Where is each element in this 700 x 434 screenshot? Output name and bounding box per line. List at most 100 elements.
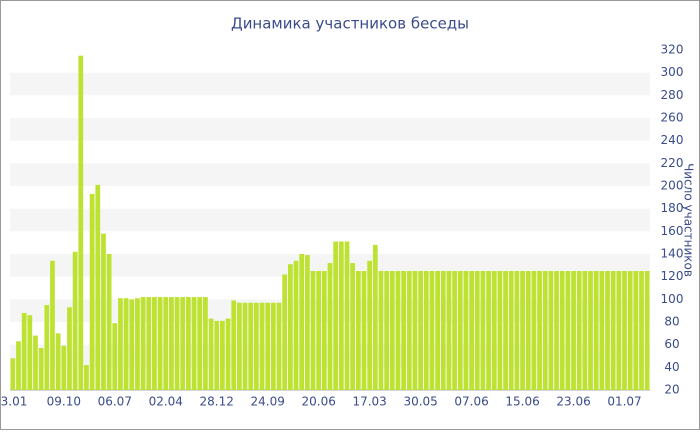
bar [389, 271, 395, 390]
x-tick-label: 20.06 [301, 395, 335, 409]
bar [174, 297, 180, 390]
grid-band [10, 208, 650, 232]
bar [101, 233, 106, 390]
bar [214, 320, 220, 390]
x-tick-label: 28.12 [200, 395, 234, 409]
bar [38, 348, 44, 390]
y-tick-label: 220 [661, 156, 684, 170]
bar [112, 323, 118, 390]
bar [384, 271, 390, 390]
bar [146, 297, 152, 390]
bar [423, 271, 429, 390]
y-tick-label: 20 [664, 383, 679, 397]
bar [248, 302, 254, 390]
bar [89, 193, 95, 390]
bar [554, 271, 559, 390]
bar [67, 307, 72, 390]
bar [480, 271, 486, 390]
bar [203, 297, 208, 390]
bar [78, 55, 84, 391]
bar [559, 271, 565, 390]
bar [491, 271, 497, 390]
bar [429, 271, 435, 390]
bar [276, 302, 282, 390]
bar [208, 318, 214, 390]
bar [639, 271, 644, 390]
y-tick-label: 260 [661, 111, 684, 125]
y-tick-label: 100 [661, 292, 684, 306]
bar [321, 271, 327, 390]
bar [542, 271, 548, 390]
y-axis-label: Число участников [682, 163, 696, 277]
bar [627, 271, 633, 390]
bar [50, 260, 55, 390]
bar [27, 315, 33, 390]
bar [361, 271, 367, 390]
bar [486, 271, 491, 390]
bar [299, 254, 305, 390]
x-tick-label: 3.01 [1, 395, 28, 409]
bar [622, 271, 627, 390]
bar [412, 271, 418, 390]
bar [304, 255, 310, 390]
bar [401, 271, 407, 390]
bar [605, 271, 610, 390]
bar [588, 271, 593, 390]
bar [418, 271, 423, 390]
y-tick-label: 200 [661, 179, 684, 193]
bar [316, 271, 322, 390]
x-tick-label: 23.06 [556, 395, 590, 409]
bar [633, 271, 639, 390]
bar [84, 365, 89, 390]
bar [197, 297, 203, 390]
bar [503, 271, 508, 390]
bar [576, 271, 582, 390]
bar [225, 318, 231, 390]
bar [33, 335, 38, 390]
bar [406, 271, 412, 390]
bar [95, 184, 101, 390]
bar [497, 271, 503, 390]
grid-band [10, 118, 650, 141]
y-tick-label: 300 [661, 65, 684, 79]
y-tick-label: 240 [661, 133, 684, 147]
bar [242, 302, 248, 390]
bar [333, 241, 339, 390]
bar [265, 302, 271, 390]
y-tick-label: 180 [661, 201, 684, 215]
bar [163, 297, 169, 390]
bar [610, 271, 616, 390]
bar [548, 271, 554, 390]
bar [440, 271, 446, 390]
y-tick-label: 160 [661, 224, 684, 238]
bar [10, 358, 16, 390]
bar [565, 271, 571, 390]
bar [474, 271, 480, 390]
bar [327, 263, 333, 390]
bar [253, 302, 259, 390]
bar [118, 298, 123, 390]
bar [180, 297, 186, 390]
bar [435, 271, 440, 390]
bar [355, 271, 361, 390]
bar [616, 271, 622, 390]
x-tick-label: 07.06 [454, 395, 488, 409]
bar [514, 271, 520, 390]
bar [593, 271, 599, 390]
bar [310, 271, 316, 390]
bar [520, 271, 525, 390]
bar [123, 298, 129, 390]
bar [446, 271, 452, 390]
bar [457, 271, 463, 390]
bar [378, 271, 384, 390]
bar [508, 271, 514, 390]
bar [140, 297, 146, 390]
bar [106, 254, 112, 390]
bar [571, 271, 576, 390]
bar [220, 320, 225, 390]
x-tick-label: 09.10 [47, 395, 81, 409]
bar [44, 305, 50, 390]
bar [152, 297, 157, 390]
bar [525, 271, 531, 390]
